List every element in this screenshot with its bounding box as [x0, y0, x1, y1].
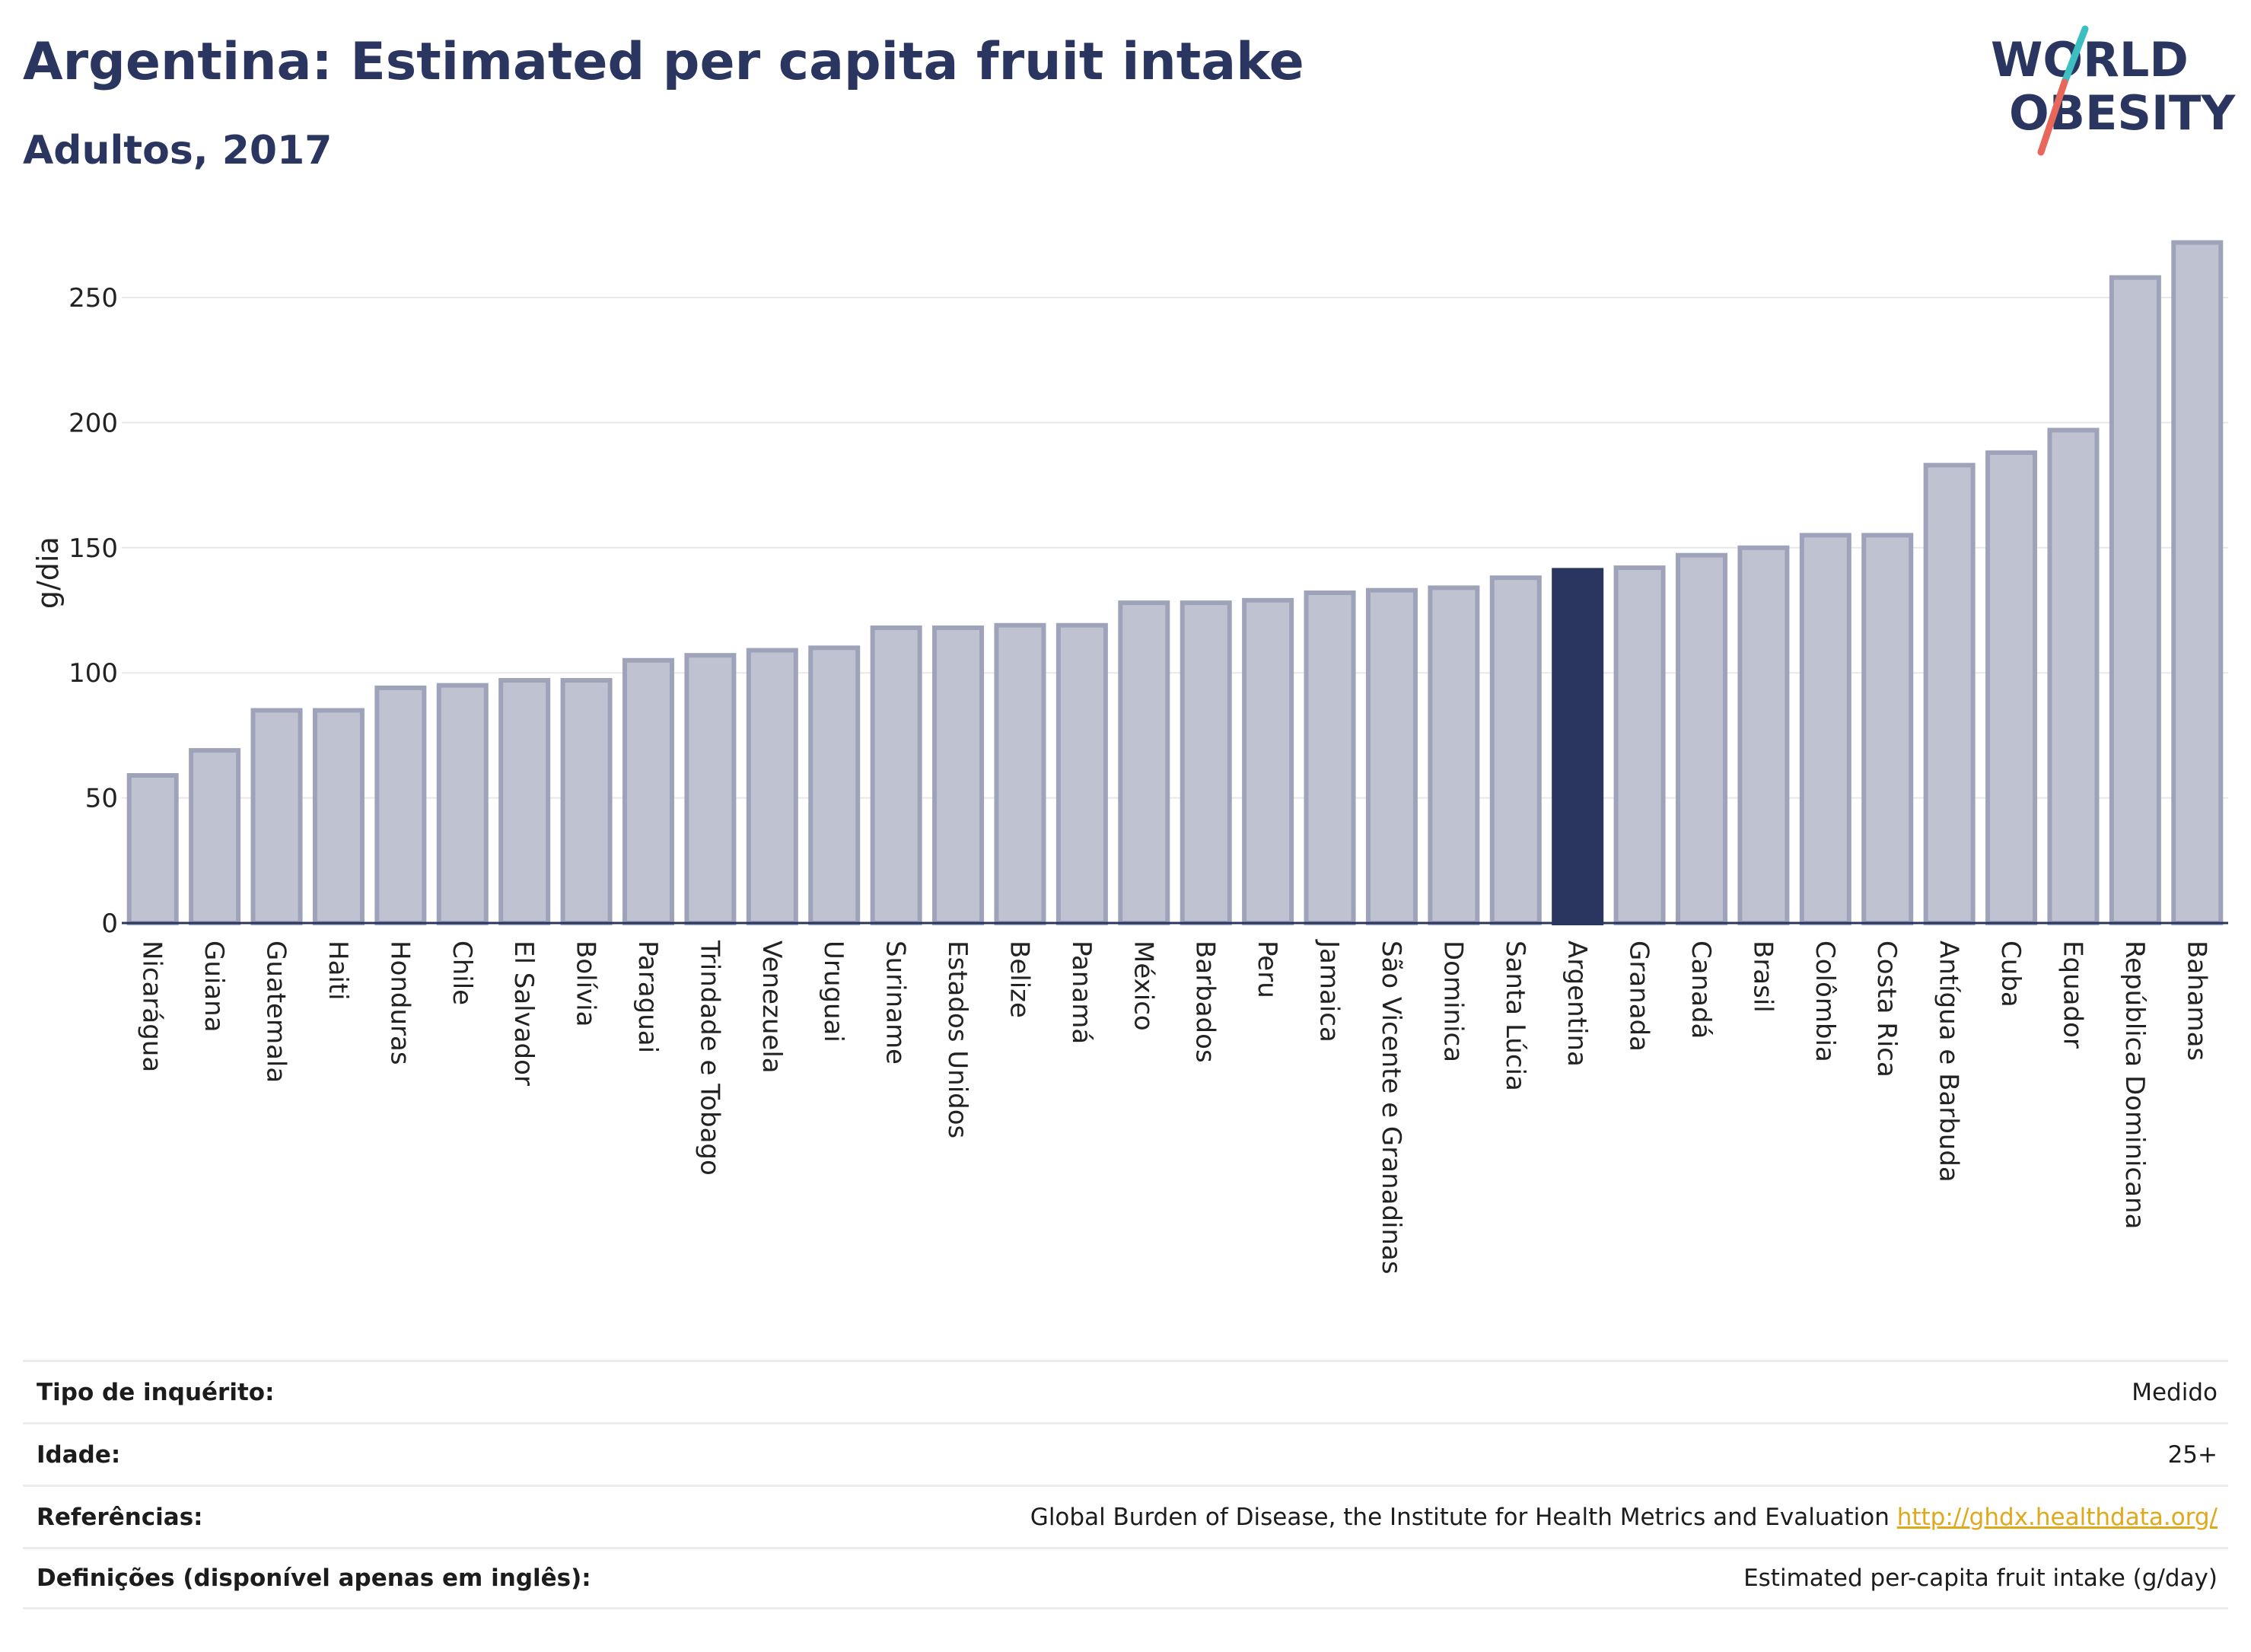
- info-label: Idade:: [37, 1440, 121, 1469]
- x-tick-label: Jamaica: [1314, 939, 1345, 1042]
- x-tick-label: Trindade e Tobago: [694, 940, 724, 1176]
- bar[interactable]: [1242, 597, 1294, 926]
- y-tick-label: 0: [101, 909, 118, 939]
- bar[interactable]: [1055, 622, 1108, 926]
- x-tick-label: Bahamas: [2181, 941, 2211, 1061]
- info-row-survey-type: Tipo de inquérito: Medido: [23, 1360, 2228, 1422]
- bar[interactable]: [1799, 533, 1851, 925]
- bar[interactable]: [1180, 600, 1232, 925]
- x-tick-label: Panamá: [1066, 941, 1097, 1044]
- bar[interactable]: [2171, 240, 2224, 925]
- info-row-definitions: Definições (disponível apenas em inglês)…: [23, 1547, 2228, 1609]
- x-tick-label: Paraguai: [632, 941, 663, 1053]
- x-tick-label: Canadá: [1686, 941, 1716, 1039]
- info-label: Tipo de inquérito:: [37, 1378, 275, 1406]
- x-tick-label: Chile: [447, 941, 477, 1005]
- x-tick-label: Dominica: [1438, 941, 1468, 1062]
- bar[interactable]: [1613, 565, 1666, 925]
- x-tick-label: Uruguai: [818, 941, 849, 1042]
- bar[interactable]: [498, 678, 551, 926]
- reference-link[interactable]: http://ghdx.healthdata.org/: [1896, 1503, 2218, 1531]
- reference-text: Global Burden of Disease, the Institute …: [1030, 1503, 1890, 1531]
- bar[interactable]: [1365, 587, 1418, 925]
- x-tick-label: Bolívia: [571, 941, 601, 1027]
- info-row-references: Referências: Global Burden of Disease, t…: [23, 1485, 2228, 1547]
- x-tick-label: Belize: [1004, 941, 1034, 1018]
- world-obesity-logo: WORLD OBESITY: [1991, 25, 2236, 156]
- logo-slash-top: [2061, 25, 2089, 86]
- info-table: Tipo de inquérito: Medido Idade: 25+ Ref…: [23, 1360, 2228, 1609]
- x-tick-label: São Vicente e Granadinas: [1376, 941, 1406, 1275]
- bar[interactable]: [870, 625, 922, 925]
- bar[interactable]: [2109, 275, 2161, 926]
- info-label: Referências:: [37, 1503, 203, 1531]
- x-tick-label: Suriname: [880, 941, 911, 1065]
- bar[interactable]: [312, 708, 365, 926]
- x-tick-label: Honduras: [384, 941, 415, 1065]
- bar[interactable]: [746, 648, 798, 925]
- y-tick-label: 150: [68, 533, 118, 564]
- bar[interactable]: [1304, 590, 1356, 925]
- chart-title: Argentina: Estimated per capita fruit in…: [23, 32, 1304, 92]
- bar[interactable]: [189, 748, 241, 925]
- bar[interactable]: [436, 683, 489, 925]
- bar[interactable]: [1489, 575, 1542, 925]
- x-tick-label: Venezuela: [756, 941, 787, 1074]
- x-tick-label: Barbados: [1190, 941, 1221, 1063]
- info-value: 25+: [2167, 1440, 2218, 1469]
- bar-highlighted[interactable]: [1552, 568, 1604, 926]
- x-tick-label: Argentina: [1562, 941, 1592, 1067]
- bar[interactable]: [808, 645, 861, 925]
- bar[interactable]: [622, 657, 674, 925]
- bar[interactable]: [1985, 450, 2038, 925]
- logo-slash-bottom: [2037, 78, 2068, 156]
- x-tick-label: Nicarágua: [137, 941, 167, 1072]
- bar[interactable]: [1737, 545, 1790, 925]
- bar[interactable]: [1676, 552, 1727, 925]
- chart-subtitle: Adultos, 2017: [23, 128, 333, 173]
- x-tick-label: Haiti: [323, 941, 353, 1001]
- info-label: Definições (disponível apenas em inglês)…: [37, 1564, 591, 1592]
- bar[interactable]: [2047, 428, 2100, 925]
- x-tick-label: Granada: [1624, 941, 1654, 1052]
- y-tick-label: 50: [85, 784, 118, 814]
- x-tick-label: Guiana: [199, 941, 229, 1033]
- x-tick-label: República Dominicana: [2119, 941, 2150, 1229]
- bar[interactable]: [932, 625, 985, 925]
- info-row-age: Idade: 25+: [23, 1422, 2228, 1485]
- info-value: Medido: [2132, 1378, 2218, 1406]
- info-value: Global Burden of Disease, the Institute …: [1030, 1504, 2218, 1531]
- info-value: Estimated per-capita fruit intake (g/day…: [1743, 1564, 2218, 1592]
- bar[interactable]: [1428, 585, 1480, 926]
- x-tick-label: Equador: [2057, 941, 2087, 1049]
- bar[interactable]: [994, 622, 1046, 926]
- x-tick-label: Colômbia: [1810, 941, 1840, 1062]
- bar-chart: 0 50 100 150 200 250 g/dia Nicarágua Guiana Guate…: [31, 240, 2228, 1275]
- x-tick-label: El Salvador: [508, 941, 539, 1086]
- bar[interactable]: [374, 685, 427, 925]
- bar[interactable]: [560, 678, 613, 926]
- x-tick-label: Costa Rica: [1871, 941, 1902, 1077]
- bar[interactable]: [126, 773, 179, 925]
- x-tick-label: Guatemala: [261, 941, 291, 1083]
- x-tick-label: Santa Lúcia: [1500, 941, 1530, 1091]
- x-tick-label: Peru: [1252, 941, 1282, 998]
- bar[interactable]: [1923, 463, 1976, 925]
- bar[interactable]: [1118, 600, 1170, 925]
- x-tick-label: México: [1128, 941, 1158, 1031]
- x-tick-label: Brasil: [1747, 941, 1778, 1013]
- y-axis-label: g/dia: [31, 536, 65, 609]
- y-tick-label: 250: [68, 283, 118, 314]
- y-tick-label: 200: [68, 408, 118, 438]
- x-tick-label: Estados Unidos: [942, 941, 973, 1138]
- logo-text-world: WORLD: [1991, 32, 2189, 88]
- bar[interactable]: [1861, 533, 1914, 925]
- y-tick-label: 100: [68, 658, 118, 689]
- bar[interactable]: [250, 708, 303, 926]
- x-tick-label: Cuba: [1995, 941, 2026, 1007]
- bar[interactable]: [684, 653, 737, 926]
- x-tick-label: Antígua e Barbuda: [1934, 941, 1964, 1183]
